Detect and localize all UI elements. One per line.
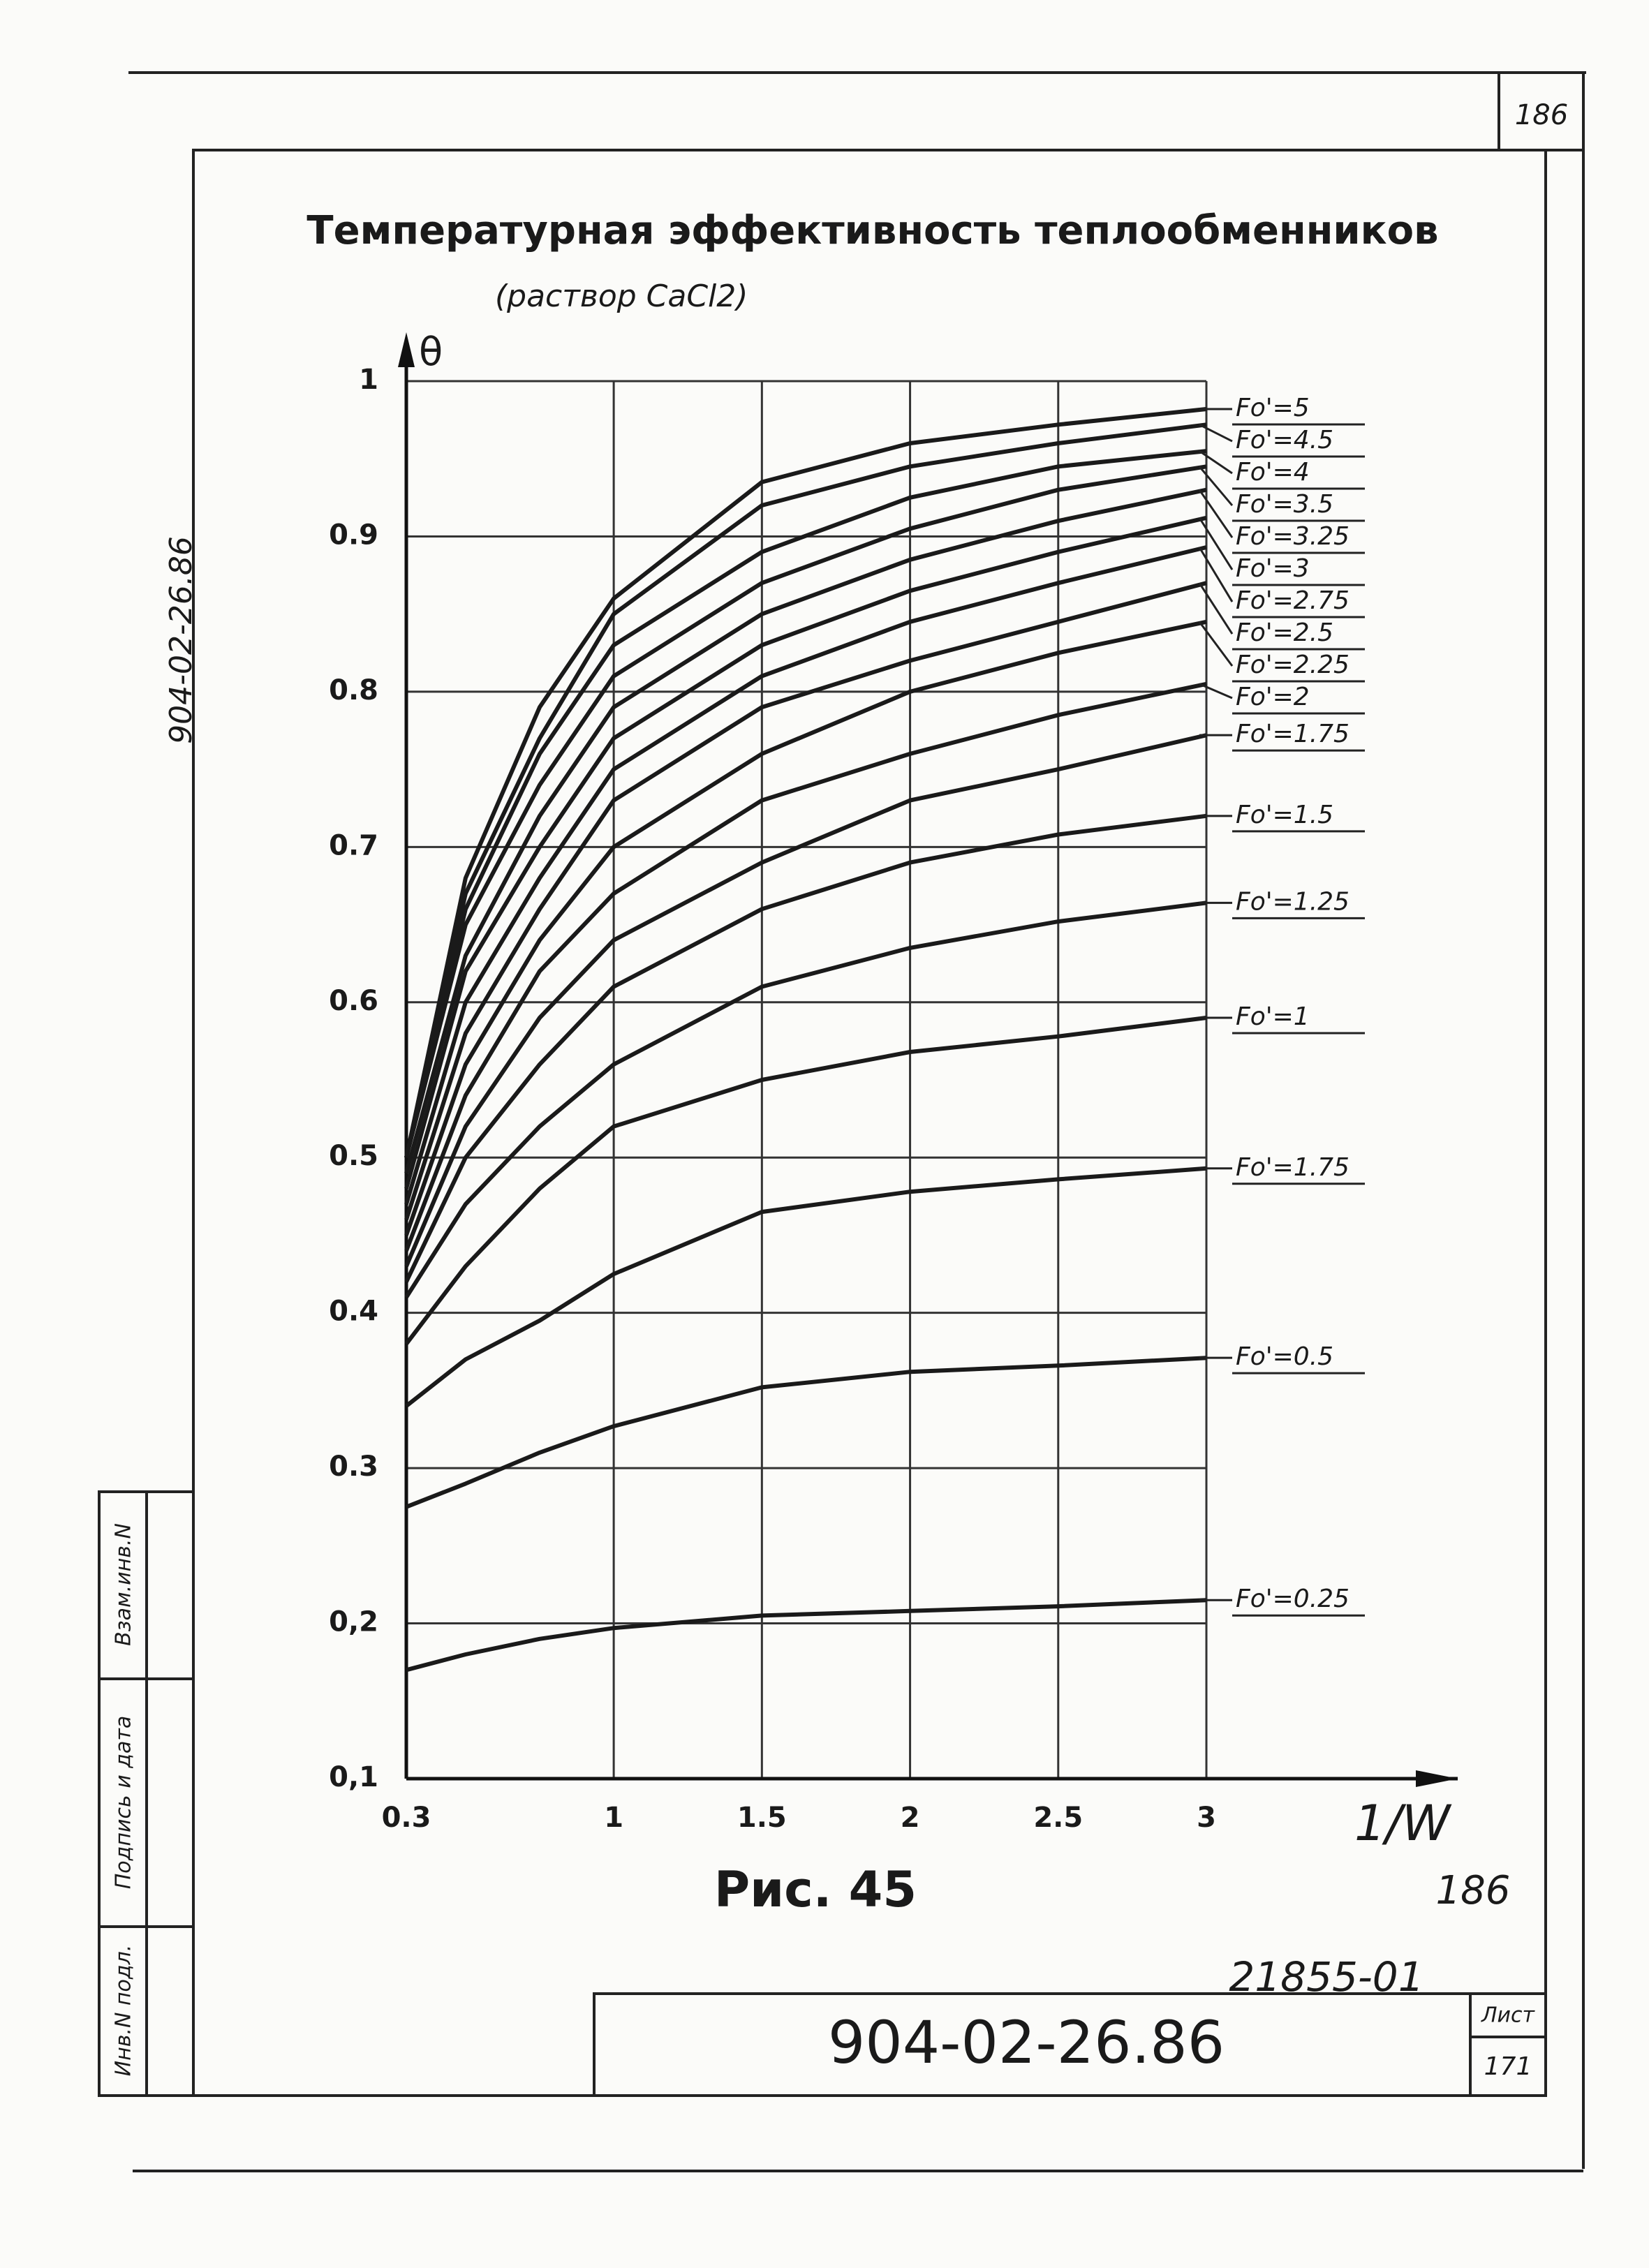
- leader-line: [1198, 582, 1234, 635]
- y-tick-label: 0.4: [329, 1296, 378, 1328]
- legend-label: Fo'=3.25: [1236, 522, 1349, 551]
- curve: [404, 813, 1207, 1283]
- y-tick-label: 0.9: [329, 519, 378, 551]
- legend-label: Fo'=1.75: [1236, 1153, 1349, 1182]
- legend-label: Fo'=1: [1236, 1002, 1310, 1031]
- legend-label: Fo'=3.5: [1236, 490, 1333, 519]
- curve: [404, 515, 1207, 1189]
- side-code: 904-02-26.86: [163, 536, 199, 744]
- legend-label: Fo'=1.75: [1236, 720, 1349, 748]
- legend-label: Fo'=3: [1236, 554, 1310, 583]
- curve: [404, 422, 1207, 1158]
- y-tick-label: 0.8: [329, 674, 378, 706]
- curve: [405, 1166, 1207, 1408]
- leader-line: [1199, 683, 1233, 699]
- legend-label: Fo'=0.25: [1236, 1585, 1349, 1613]
- y-tick-label: 0,1: [329, 1761, 378, 1793]
- curve: [404, 1016, 1207, 1346]
- sheet-label: Лист: [1481, 2003, 1536, 2028]
- leader-line: [1198, 517, 1234, 570]
- curve: [404, 733, 1207, 1268]
- y-tick-label: 1: [359, 364, 378, 396]
- legend-label: Fo'=2.5: [1236, 618, 1333, 647]
- y-tick-label: 0.6: [329, 985, 378, 1017]
- curve: [404, 407, 1207, 1158]
- curve: [404, 581, 1207, 1221]
- leader-line: [1198, 621, 1234, 667]
- title-block: [593, 1992, 1547, 2097]
- curve: [404, 545, 1207, 1205]
- legend-label: Fo'=2.75: [1236, 586, 1349, 615]
- curve: [404, 449, 1207, 1158]
- x-axis-label: 1/W: [1354, 1795, 1452, 1852]
- handwritten-number: 186: [1436, 1868, 1511, 1913]
- handwritten-code: 21855-01: [1229, 1953, 1424, 2001]
- x-axis-arrow: [1416, 1770, 1458, 1787]
- curve: [404, 619, 1207, 1236]
- legend-label: Fo'=2: [1236, 683, 1310, 711]
- y-axis-label: θ: [419, 329, 443, 375]
- stamp-label: Инв.N подл.: [112, 1945, 136, 2077]
- stamp-label: Взам.инв.N: [112, 1523, 136, 1646]
- y-tick-label: 0.5: [329, 1140, 378, 1172]
- legend-label: Fo'=5: [1236, 394, 1310, 422]
- legend-label: Fo'=4: [1236, 458, 1310, 487]
- chart-title: Температурная эффективность теплообменни…: [306, 208, 1438, 253]
- legend-label: Fo'=0.5: [1236, 1342, 1333, 1371]
- curve: [404, 464, 1207, 1158]
- legend-label: Fo'=4.5: [1236, 426, 1333, 454]
- chart-subtitle: (раствор CaCl2): [495, 279, 748, 314]
- x-tick-label: 3: [1197, 1802, 1216, 1834]
- frame: [98, 71, 1586, 2172]
- stamp-label: Подпись и дата: [112, 1716, 136, 1890]
- leader-line: [1199, 423, 1233, 443]
- x-tick-label: 1.5: [737, 1802, 787, 1834]
- leader-line: [1198, 547, 1234, 602]
- y-axis-arrow: [398, 332, 415, 367]
- x-tick-label: 1: [604, 1802, 623, 1834]
- leader-line: [1198, 466, 1234, 507]
- x-tick-label: 2.5: [1033, 1802, 1083, 1834]
- y-tick-label: 0.3: [329, 1451, 378, 1483]
- legend-label: Fo'=1.25: [1236, 887, 1349, 916]
- y-tick-label: 0,2: [329, 1606, 378, 1638]
- legend-label: Fo'=2.25: [1236, 651, 1349, 679]
- title-block-code: 904-02-26.86: [828, 2008, 1225, 2077]
- curve: [404, 487, 1207, 1174]
- x-tick-label: 2: [901, 1802, 920, 1834]
- x-tick-label: 0.3: [382, 1802, 431, 1834]
- sheet-box: [1498, 71, 1585, 151]
- curve: [404, 900, 1207, 1299]
- y-tick-label: 0.7: [329, 829, 378, 861]
- figure-caption: Рис. 45: [714, 1861, 917, 1918]
- legend-label: Fo'=1.5: [1236, 801, 1333, 829]
- curve: [404, 681, 1207, 1252]
- leader-line: [1199, 450, 1233, 475]
- leader-line: [1198, 489, 1234, 538]
- curve: [405, 1356, 1207, 1509]
- sheet-number: 186: [1515, 99, 1568, 131]
- curve: [406, 1598, 1207, 1673]
- sheet-value: 171: [1484, 2052, 1532, 2081]
